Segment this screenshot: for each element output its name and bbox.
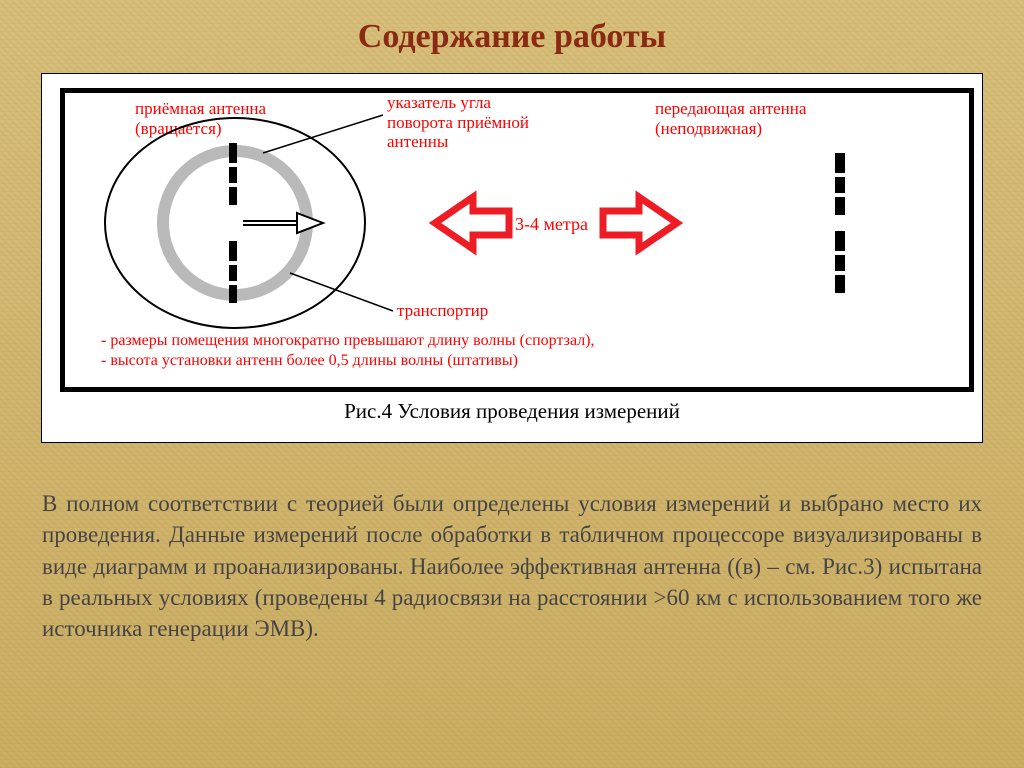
tx-dipole-top: [835, 153, 845, 215]
slide: Содержание работы приёмная антенна (вращ…: [0, 0, 1024, 768]
figure-caption: Рис.4 Условия проведения измерений: [42, 399, 982, 424]
distance-arrow-right-icon: [603, 197, 677, 249]
figure-container: приёмная антенна (вращается) указатель у…: [42, 74, 982, 442]
tx-dipole-bottom: [835, 231, 845, 293]
page-title: Содержание работы: [0, 18, 1024, 56]
leader-protractor: [290, 273, 393, 311]
diagram-svg: [65, 93, 969, 387]
body-paragraph: В полном соответствии с теорией были опр…: [42, 488, 982, 644]
diagram-frame: приёмная антенна (вращается) указатель у…: [60, 88, 974, 392]
rx-dipole-bottom: [229, 241, 237, 303]
distance-arrow-left-icon: [435, 197, 509, 249]
rx-dipole-top: [229, 143, 237, 205]
leader-pointer: [263, 115, 383, 153]
